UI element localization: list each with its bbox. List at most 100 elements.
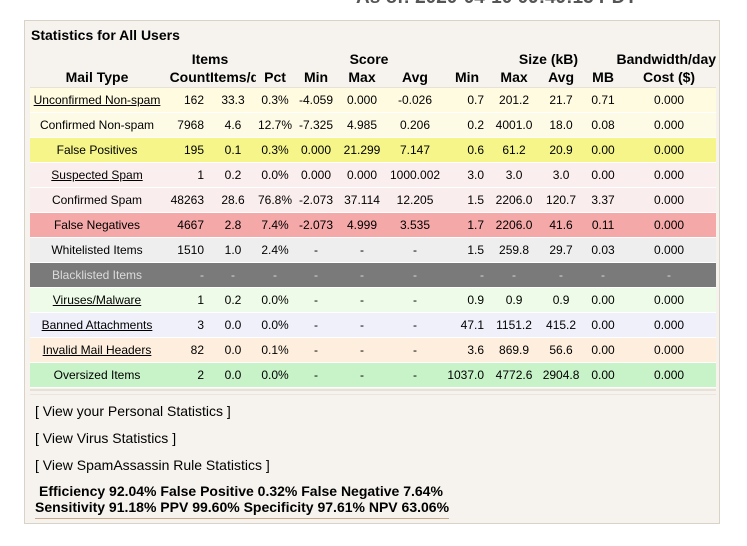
virus-statistics-link[interactable]: [ View Virus Statistics ] xyxy=(35,430,177,446)
table-cell: - xyxy=(338,361,387,388)
table-cell: 3.6 xyxy=(444,336,491,363)
table-row: Oversized Items 2 0.0 0.0% - - -1037.0 4772.6 29… xyxy=(30,361,717,388)
group-header-row: Items Score Size (kB) Bandwidth/day xyxy=(30,51,716,67)
table-cell: 29.7 xyxy=(538,236,585,263)
table-cell: - xyxy=(210,261,257,288)
mail-type-link[interactable]: Unconfirmed Non-spam xyxy=(33,92,161,107)
table-cell: 4.985 xyxy=(338,111,387,138)
table-cell: - xyxy=(294,336,339,363)
table-cell: 0.2 xyxy=(210,161,257,188)
table-cell: 3.37 xyxy=(584,186,623,213)
table-row: Confirmed Spam 48263 28.6 76.8% -2.073 37.114… xyxy=(30,186,717,213)
table-cell: - xyxy=(294,261,339,288)
table-row: Invalid Mail Headers 82 0.0 0.1% - - -3.6 869.9… xyxy=(30,336,717,363)
table-cell: - xyxy=(294,361,339,388)
table-cell: 0.3% xyxy=(256,136,295,163)
table-cell: 0.000 xyxy=(622,361,717,388)
table-row: False Negatives 4667 2.8 7.4% -2.073 4.999 3.5… xyxy=(30,211,717,238)
personal-statistics-link[interactable]: [ View your Personal Statistics ] xyxy=(35,403,231,419)
table-cell: 1 xyxy=(164,286,210,313)
table-cell: 4.999 xyxy=(338,211,387,238)
table-cell: 0.000 xyxy=(338,86,387,113)
table-cell: 0.9 xyxy=(490,286,539,313)
table-cell: 2206.0 xyxy=(490,186,539,213)
mail-type-link[interactable]: Viruses/Malware xyxy=(52,292,142,307)
table-cell: 0.1 xyxy=(210,136,257,163)
table-cell: 61.2 xyxy=(490,136,539,163)
table-cell: 0.000 xyxy=(294,136,339,163)
table-cell: 3.0 xyxy=(490,161,539,188)
table-cell: 3.0 xyxy=(444,161,491,188)
column-header: Count xyxy=(169,68,210,85)
table-cell: 1 xyxy=(164,161,210,188)
row-label-cell: Invalid Mail Headers xyxy=(30,336,164,363)
table-cell: - xyxy=(386,361,445,388)
table-cell: - xyxy=(386,336,445,363)
table-cell: - xyxy=(338,311,387,338)
table-cell: - xyxy=(338,261,387,288)
table-cell: 0.0% xyxy=(256,286,295,313)
mail-type-label: Whitelisted Items xyxy=(51,242,143,257)
mail-type-link[interactable]: Suspected Spam xyxy=(51,167,143,182)
mail-type-label: Oversized Items xyxy=(53,367,141,382)
spamassassin-statistics-link[interactable]: [ View SpamAssassin Rule Statistics ] xyxy=(35,457,270,473)
group-header-size: Size (kB) xyxy=(518,51,579,67)
column-header: Avg xyxy=(402,68,428,85)
table-row: Blacklisted Items - - - - - - - - - - - xyxy=(30,261,717,288)
column-header: Min xyxy=(454,68,480,85)
column-header: Mail Type xyxy=(65,68,129,85)
table-cell: 0.11 xyxy=(584,211,623,238)
table-cell: 0.2 xyxy=(210,286,257,313)
table-cell: - xyxy=(386,261,445,288)
table-cell: -0.026 xyxy=(386,86,445,113)
table-cell: 0.0% xyxy=(256,311,295,338)
summary-line-1: Efficiency 92.04% False Positive 0.32% F… xyxy=(39,483,443,499)
mail-type-link[interactable]: Banned Attachments xyxy=(41,317,153,332)
row-label-cell: Confirmed Spam xyxy=(30,186,164,213)
table-cell: 415.2 xyxy=(538,311,585,338)
table-cell: - xyxy=(584,261,623,288)
table-cell: - xyxy=(338,336,387,363)
group-header-items: Items xyxy=(191,51,229,67)
mail-type-label: Confirmed Non-spam xyxy=(39,117,155,132)
table-cell: 1.5 xyxy=(444,186,491,213)
table-cell: 37.114 xyxy=(338,186,387,213)
divider xyxy=(30,389,716,391)
mail-type-label: Blacklisted Items xyxy=(51,267,143,282)
table-cell: 56.6 xyxy=(538,336,585,363)
column-header: Max xyxy=(500,68,528,85)
row-label-cell: Whitelisted Items xyxy=(30,236,164,263)
table-cell: 0.9 xyxy=(444,286,491,313)
table-cell: 162 xyxy=(164,86,210,113)
mail-type-label: False Positives xyxy=(56,142,138,157)
table-cell: - xyxy=(386,236,445,263)
table-row: Suspected Spam 1 0.2 0.0% 0.000 0.000 1000.002… xyxy=(30,161,717,188)
table-cell: - xyxy=(490,261,539,288)
table-cell: - xyxy=(622,261,717,288)
table-cell: 0.000 xyxy=(622,161,717,188)
mail-type-label: Confirmed Spam xyxy=(51,192,143,207)
column-header-row: Mail Type Count Items/day Pct Min Max Av… xyxy=(30,67,716,87)
statistics-summary: Efficiency 92.04% False Positive 0.32% F… xyxy=(35,483,450,519)
as-of-timestamp: As of: 2020-04-10 09:49:15 PDT xyxy=(356,0,637,9)
table-cell: - xyxy=(538,261,585,288)
group-header-score: Score xyxy=(349,51,389,67)
table-row: Confirmed Non-spam 7968 4.6 12.7% -7.325 4.98… xyxy=(30,111,717,138)
mail-type-link[interactable]: Invalid Mail Headers xyxy=(42,342,152,357)
table-cell: 0.000 xyxy=(622,186,717,213)
table-cell: 1510 xyxy=(164,236,210,263)
table-cell: 12.7% xyxy=(256,111,295,138)
table-cell: -7.325 xyxy=(294,111,339,138)
table-cell: 1.0 xyxy=(210,236,257,263)
table-cell: 869.9 xyxy=(490,336,539,363)
table-cell: 3.535 xyxy=(386,211,445,238)
column-header: Max xyxy=(348,68,376,85)
table-cell: 0.00 xyxy=(584,361,623,388)
table-cell: 2904.8 xyxy=(538,361,585,388)
table-cell: 48263 xyxy=(164,186,210,213)
table-cell: - xyxy=(164,261,210,288)
table-cell: 3.0 xyxy=(538,161,585,188)
table-cell: 0.1% xyxy=(256,336,295,363)
table-cell: 0.2 xyxy=(444,111,491,138)
table-cell: 0.000 xyxy=(622,211,717,238)
